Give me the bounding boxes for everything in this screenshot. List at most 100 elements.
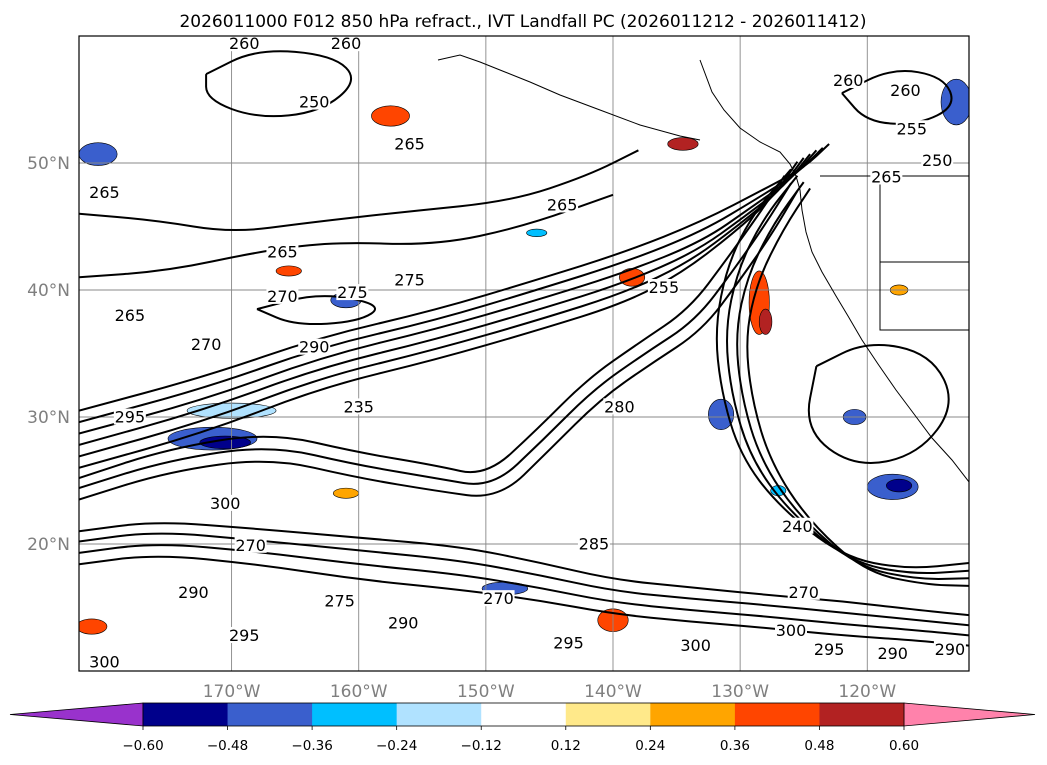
- north-270: [79, 193, 614, 279]
- contour-label: 265: [547, 195, 578, 214]
- contour-label-bg: [552, 634, 585, 651]
- colorbar-extend-low: [9, 702, 144, 727]
- oval-ne: [841, 70, 953, 125]
- lat-tick-label: 20°N: [27, 535, 70, 555]
- contour-label-bg: [679, 637, 712, 654]
- colorbar-tick-label: −0.60: [122, 738, 163, 754]
- blob-blue-9: [708, 398, 735, 431]
- contour-label: 260: [331, 34, 362, 53]
- trough-4: [746, 187, 969, 587]
- lat-tick-label: 30°N: [27, 408, 70, 428]
- contour-label: 280: [604, 397, 635, 416]
- map-frame: [78, 35, 970, 672]
- contour-label-bg: [88, 653, 121, 670]
- colorbar-segment: [734, 703, 820, 726]
- contour-label-bg: [113, 306, 146, 323]
- contour-label: 290: [388, 613, 419, 632]
- colorbar-tick-label: −0.24: [376, 738, 417, 754]
- blob-orange-1: [371, 105, 410, 127]
- colorbar-segment: [481, 703, 567, 726]
- lat-tick-label: 50°N: [27, 154, 70, 174]
- contour-label-bg: [482, 590, 515, 607]
- contour-label-bg: [228, 626, 261, 643]
- contour-label: 275: [394, 270, 425, 289]
- blob-red-1: [667, 137, 699, 151]
- blob-blue-2: [199, 435, 251, 450]
- alaska-coast: [437, 54, 701, 141]
- contour-label: 290: [935, 640, 966, 659]
- contour-label-bg: [228, 36, 261, 52]
- colorbar: −0.60 −0.48 −0.36 −0.24 −0.12 0.12 0.24 0.36 0.4…: [9, 702, 1036, 754]
- south-band-3: [79, 544, 969, 637]
- blob-red-2: [758, 308, 773, 335]
- contour-label: 270: [235, 536, 266, 555]
- colorbar-tick-label: 0.24: [635, 738, 665, 754]
- contour-label: 290: [178, 583, 209, 602]
- contour-label: 255: [897, 119, 928, 138]
- ar-core-1: [79, 143, 830, 412]
- colorbar-segment: [565, 703, 651, 726]
- contour-label-bg: [876, 644, 909, 661]
- contour-label-bg: [781, 517, 814, 534]
- contour-label-bg: [387, 614, 420, 631]
- contour-label: 260: [833, 71, 864, 90]
- trough-1: [715, 168, 969, 569]
- colorbar-frame: [142, 702, 905, 727]
- contour-label-bg: [895, 120, 928, 137]
- map-background: [79, 36, 969, 671]
- contour-label-bg: [209, 494, 242, 511]
- colorbar-segment: [819, 703, 905, 726]
- contour-label-bg: [113, 408, 146, 425]
- contour-label-bg: [190, 336, 223, 353]
- contour-label: 250: [299, 93, 330, 112]
- lon-tick-label: 130°W: [711, 682, 769, 702]
- contour-label: 295: [229, 626, 260, 645]
- contour-label-bg: [342, 398, 375, 415]
- contour-label: 270: [788, 583, 819, 602]
- contour-label: 265: [115, 306, 146, 325]
- contour-label-bg: [298, 338, 331, 355]
- contour-label-bg: [546, 196, 579, 213]
- colorbar-tick-label: 0.12: [551, 738, 581, 754]
- blob-blue-12: [526, 228, 548, 237]
- contour-label-bg: [889, 82, 922, 99]
- contour-label: 300: [89, 653, 120, 672]
- contour-label-bg: [775, 621, 807, 638]
- contour-label: 265: [267, 242, 298, 261]
- contour-label: 275: [337, 283, 368, 302]
- latitude-labels: 50°N 40°N 30°N 20°N: [27, 154, 70, 555]
- contour-label-bg: [88, 183, 121, 200]
- blob-orange-2: [619, 268, 646, 287]
- contour-label-bg: [298, 93, 331, 110]
- contour-label-bg: [323, 592, 356, 609]
- chart-title: 2026011000 F012 850 hPa refract., IVT La…: [179, 12, 866, 32]
- ar-south-3: [79, 190, 799, 501]
- ar-south-2: [79, 182, 792, 490]
- colorbar-segment: [650, 703, 736, 726]
- contour-label: 240: [782, 517, 813, 536]
- lon-tick-label: 120°W: [838, 682, 896, 702]
- lon-tick-label: 140°W: [584, 682, 642, 702]
- colorbar-tick-label: −0.12: [461, 738, 502, 754]
- contour-label-bg: [177, 583, 210, 600]
- north-america-coast: [699, 59, 969, 483]
- colorbar-tick-label: −0.48: [207, 738, 248, 754]
- blob-blue-4: [886, 478, 913, 493]
- north-265: [79, 149, 639, 232]
- contour-label-bg: [393, 135, 426, 152]
- colorbar-extend-high: [903, 702, 1036, 727]
- contour-label: 265: [394, 134, 425, 153]
- contour-label: 265: [89, 183, 120, 202]
- ar-core-3: [79, 149, 818, 435]
- lon-tick-label: 160°W: [330, 682, 388, 702]
- contour-label-bg: [266, 243, 299, 260]
- contour-label-bg: [393, 271, 426, 288]
- map-panel: 260 260 250 265 260 260 255 250 265 265 265 265 270 2…: [78, 34, 970, 672]
- ar-core-2: [79, 147, 824, 424]
- contour-label: 295: [814, 640, 845, 659]
- longitude-labels: 170°W 160°W 150°W 140°W 130°W 120°W: [203, 682, 897, 702]
- contour-label: 290: [877, 644, 908, 663]
- lon-tick-label: 170°W: [203, 682, 261, 702]
- ar-core-4: [79, 153, 811, 446]
- ar-core-6: [79, 161, 799, 469]
